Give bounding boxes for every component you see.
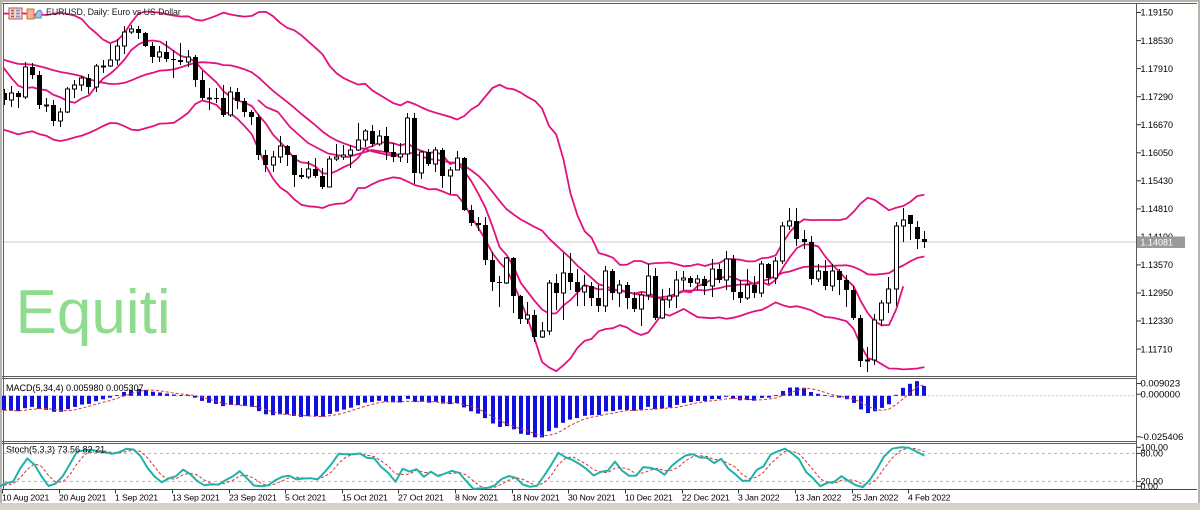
svg-text:1.13570: 1.13570 [1141, 260, 1174, 270]
svg-text:13 Jan 2022: 13 Jan 2022 [795, 493, 841, 503]
svg-text:1.14081: 1.14081 [1141, 238, 1174, 248]
svg-text:100.00: 100.00 [1141, 443, 1169, 453]
svg-text:1.12950: 1.12950 [1141, 288, 1174, 298]
svg-text:1.19150: 1.19150 [1141, 8, 1174, 18]
svg-text:23 Sep 2021: 23 Sep 2021 [229, 493, 277, 503]
svg-text:1.15430: 1.15430 [1141, 176, 1174, 186]
svg-text:1.17290: 1.17290 [1141, 92, 1174, 102]
svg-text:1 Sep 2021: 1 Sep 2021 [115, 493, 158, 503]
svg-text:1.16050: 1.16050 [1141, 148, 1174, 158]
svg-text:0.009023: 0.009023 [1141, 379, 1181, 390]
svg-text:1.17910: 1.17910 [1141, 64, 1174, 74]
svg-text:EURUSD, Daily: Euro vs US Dol: EURUSD, Daily: Euro vs US Dollar [46, 7, 181, 17]
svg-text:27 Oct 2021: 27 Oct 2021 [398, 493, 444, 503]
svg-text:Stoch(5,3,3) 73.56 82.21: Stoch(5,3,3) 73.56 82.21 [6, 445, 105, 455]
svg-text:22 Dec 2021: 22 Dec 2021 [682, 493, 730, 503]
svg-text:1.16670: 1.16670 [1141, 120, 1174, 130]
svg-text:10 Aug 2021: 10 Aug 2021 [2, 493, 49, 503]
svg-text:1.12330: 1.12330 [1141, 316, 1174, 326]
svg-text:4 Feb 2022: 4 Feb 2022 [908, 493, 951, 503]
svg-text:1.14810: 1.14810 [1141, 204, 1174, 214]
svg-text:15 Oct 2021: 15 Oct 2021 [342, 493, 388, 503]
svg-text:30 Nov 2021: 30 Nov 2021 [568, 493, 616, 503]
svg-text:MACD(5,34,4) 0.005980 0.005307: MACD(5,34,4) 0.005980 0.005307 [6, 383, 144, 393]
svg-text:80.00: 80.00 [1141, 449, 1164, 459]
svg-text:18 Nov 2021: 18 Nov 2021 [512, 493, 560, 503]
svg-text:1.11710: 1.11710 [1141, 344, 1173, 354]
svg-text:-0.025406: -0.025406 [1141, 432, 1184, 443]
svg-text:5 Oct 2021: 5 Oct 2021 [285, 493, 326, 503]
svg-text:0.00: 0.00 [1141, 481, 1159, 491]
svg-text:20 Aug 2021: 20 Aug 2021 [59, 493, 106, 503]
svg-text:0.000000: 0.000000 [1141, 389, 1181, 400]
svg-text:25 Jan 2022: 25 Jan 2022 [852, 493, 898, 503]
svg-text:Equiti: Equiti [16, 278, 171, 347]
svg-text:10 Dec 2021: 10 Dec 2021 [625, 493, 673, 503]
svg-text:3 Jan 2022: 3 Jan 2022 [738, 493, 780, 503]
svg-text:13 Sep 2021: 13 Sep 2021 [172, 493, 220, 503]
svg-text:1.18530: 1.18530 [1141, 36, 1174, 46]
svg-text:8 Nov 2021: 8 Nov 2021 [455, 493, 498, 503]
svg-text:20.00: 20.00 [1141, 477, 1164, 487]
